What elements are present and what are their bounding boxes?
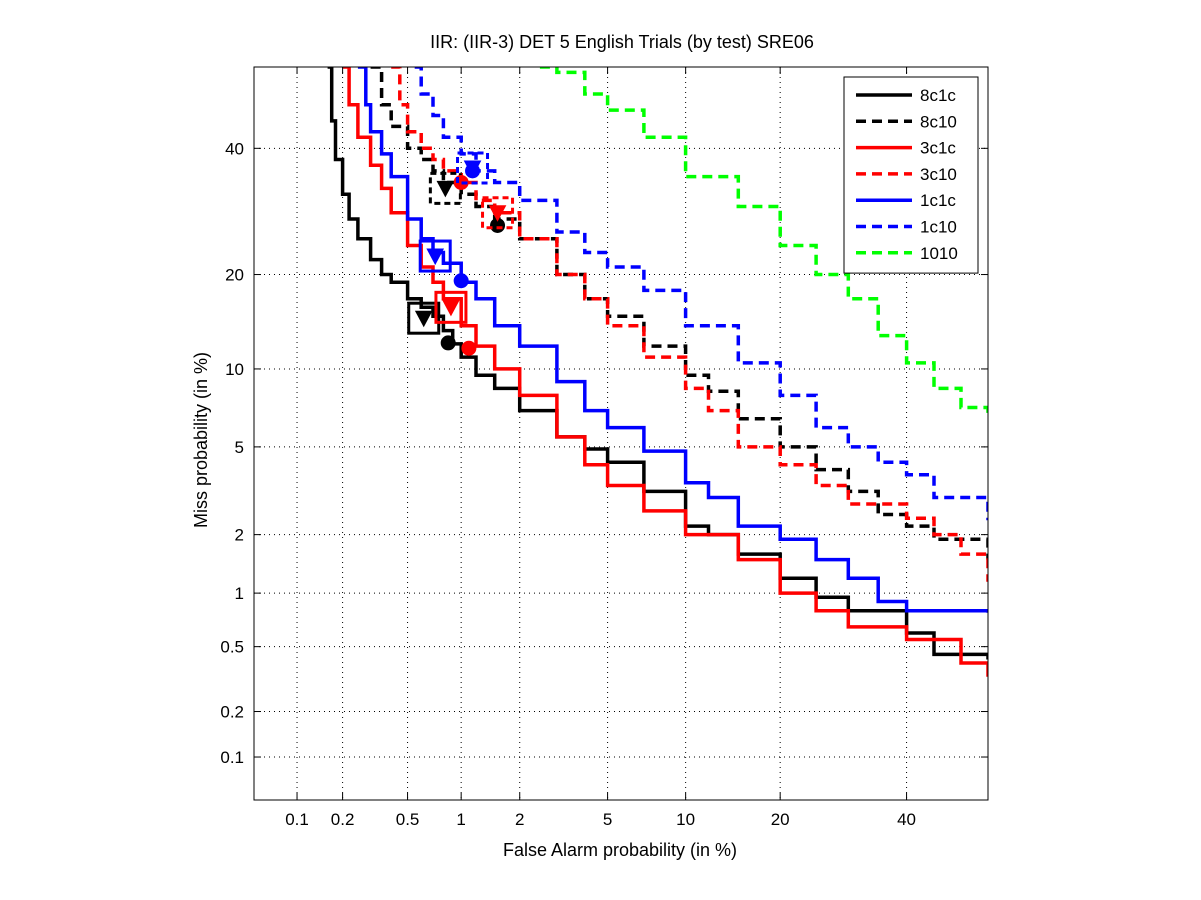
x-tick-label: 10	[676, 810, 695, 829]
x-tick-label: 0.1	[285, 810, 309, 829]
x-axis-title: False Alarm probability (in %)	[503, 840, 737, 860]
y-tick-label: 2	[235, 526, 244, 545]
x-tick-label: 5	[603, 810, 612, 829]
x-tick-label: 40	[897, 810, 916, 829]
y-tick-label: 0.1	[220, 748, 244, 767]
legend: 8c1c 8c10 3c1c 3c10 1c1c 1c10 1010	[843, 76, 979, 274]
axis-ticks: 0.1 0.2 0.5 1 2 5 10 20 40 0.1 0.2 0.5 1 2 5 10 20 40	[220, 67, 988, 829]
series-line-3c1c	[342, 67, 988, 677]
y-tick-label: 0.5	[220, 638, 244, 657]
y-tick-label: 20	[225, 266, 244, 285]
series-line-1c1c	[357, 67, 988, 613]
y-tick-label: 0.2	[220, 703, 244, 722]
series-line-1010	[539, 67, 988, 418]
x-tick-label: 2	[515, 810, 524, 829]
eer-box-3c10	[481, 196, 515, 230]
legend-label-3c1c: 3c1c	[920, 139, 956, 158]
actual-dcf-marker-1c10	[465, 163, 481, 179]
min-dcf-marker-3c10	[488, 205, 507, 222]
series-line-1c10	[414, 67, 988, 521]
y-tick-label: 1	[235, 584, 244, 603]
min-dcf-marker-8c10	[436, 180, 455, 198]
min-dcf-marker-8c1c	[414, 310, 433, 328]
legend-label-8c1c: 8c1c	[920, 86, 956, 105]
eer-box-8c1c	[407, 301, 441, 335]
x-tick-label: 20	[771, 810, 790, 829]
series-line-3c10	[391, 67, 988, 582]
x-tick-label: 1	[456, 810, 465, 829]
actual-dcf-marker-1c1c	[453, 273, 469, 289]
actual-dcf-marker-8c1c	[440, 335, 456, 351]
dcf-markers	[407, 151, 515, 356]
y-tick-label: 40	[225, 139, 244, 158]
y-tick-label: 5	[235, 438, 244, 457]
y-tick-label: 10	[225, 360, 244, 379]
legend-label-1c10: 1c10	[920, 218, 957, 237]
legend-label-8c10: 8c10	[920, 112, 957, 131]
eer-box-1c10	[456, 151, 490, 185]
eer-box-1c1c	[418, 239, 452, 273]
chart-title: IIR: (IIR-3) DET 5 English Trials (by te…	[430, 32, 814, 52]
legend-label-3c10: 3c10	[920, 165, 957, 184]
legend-label-1010: 1010	[920, 244, 958, 263]
x-tick-label: 0.2	[331, 810, 355, 829]
actual-dcf-marker-3c1c	[461, 340, 477, 356]
y-axis-title: Miss probability (in %)	[191, 352, 211, 528]
series-lines	[327, 67, 988, 677]
min-dcf-marker-1c1c	[426, 248, 445, 266]
legend-label-1c1c: 1c1c	[920, 191, 956, 210]
x-tick-label: 0.5	[396, 810, 420, 829]
grid	[254, 67, 988, 800]
min-dcf-marker-3c1c	[442, 299, 460, 317]
plot-border	[253, 66, 989, 801]
eer-box-3c1c	[434, 290, 468, 324]
